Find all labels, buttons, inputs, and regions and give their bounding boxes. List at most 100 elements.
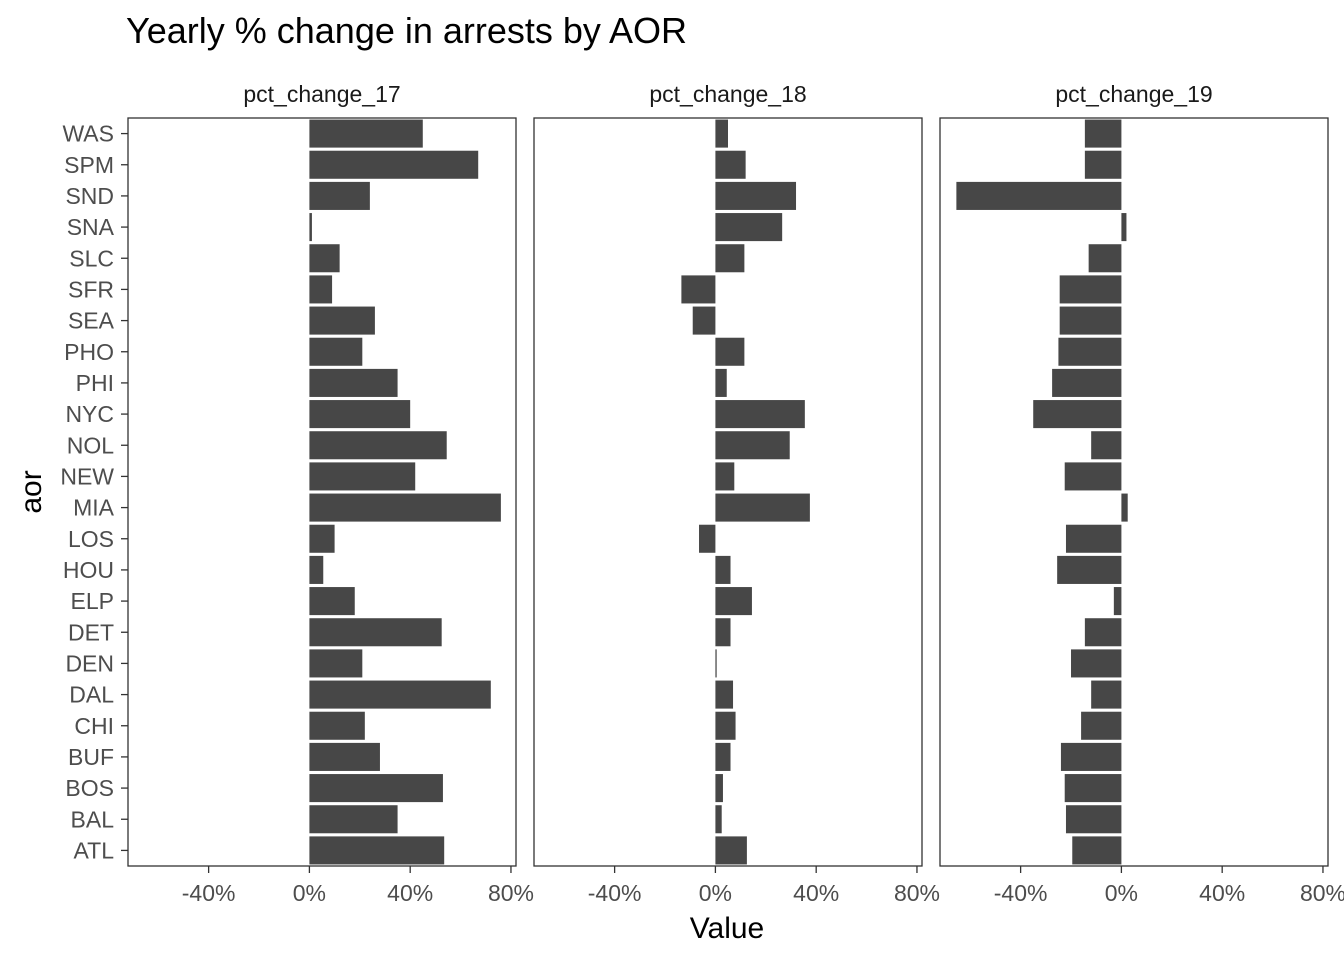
bar bbox=[309, 836, 445, 865]
x-tick-label: -40% bbox=[994, 880, 1048, 906]
bar bbox=[1121, 213, 1127, 242]
y-tick-label: NOL bbox=[67, 432, 115, 458]
y-tick-label: DEN bbox=[65, 650, 114, 676]
bar bbox=[309, 431, 447, 460]
chart-title: Yearly % change in arrests by AOR bbox=[126, 10, 687, 51]
bar bbox=[715, 836, 747, 865]
bar bbox=[309, 181, 370, 210]
bar bbox=[309, 244, 340, 273]
bar bbox=[1081, 711, 1122, 740]
bar bbox=[715, 742, 731, 771]
bar bbox=[681, 275, 716, 304]
bar bbox=[715, 462, 735, 491]
y-tick-label: SFR bbox=[68, 276, 114, 302]
bar bbox=[715, 555, 731, 584]
y-tick-label: BOS bbox=[65, 775, 114, 801]
bar bbox=[715, 213, 783, 242]
y-tick-label: SNA bbox=[67, 214, 115, 240]
bar bbox=[699, 524, 716, 553]
bar bbox=[715, 150, 746, 179]
bar bbox=[309, 462, 416, 491]
facet-label: pct_change_17 bbox=[243, 81, 400, 107]
y-tick-label: WAS bbox=[62, 121, 114, 147]
bar bbox=[309, 587, 355, 616]
x-tick-label: -40% bbox=[588, 880, 642, 906]
bar bbox=[1058, 337, 1122, 366]
y-tick-label: ELP bbox=[71, 588, 114, 614]
bar bbox=[309, 742, 380, 771]
chart-panels: pct_change_17 -40% 0% 40% 80% WAS SPM SND SNA SLC… bbox=[60, 81, 1344, 906]
y-tick-label: PHO bbox=[64, 339, 114, 365]
bar bbox=[715, 805, 722, 834]
bar bbox=[715, 337, 745, 366]
x-tick-label: 40% bbox=[1199, 880, 1245, 906]
x-tick-label: 0% bbox=[1105, 880, 1138, 906]
bar bbox=[309, 119, 423, 148]
bar bbox=[309, 555, 324, 584]
bar bbox=[1059, 306, 1122, 335]
bar bbox=[1113, 587, 1122, 616]
y-tick-label: SEA bbox=[68, 308, 115, 334]
bar bbox=[1064, 774, 1122, 803]
x-tick-label: 0% bbox=[699, 880, 732, 906]
bar bbox=[1065, 524, 1122, 553]
x-tick-label: -40% bbox=[182, 880, 236, 906]
x-tick-label: 40% bbox=[793, 880, 839, 906]
bar bbox=[309, 150, 479, 179]
bar bbox=[1072, 836, 1122, 865]
bar bbox=[692, 306, 716, 335]
bar bbox=[715, 774, 723, 803]
bar bbox=[309, 774, 443, 803]
bar bbox=[309, 680, 491, 709]
bar bbox=[715, 649, 717, 678]
bar bbox=[715, 119, 728, 148]
bar bbox=[1064, 462, 1122, 491]
bar bbox=[309, 805, 398, 834]
bar bbox=[309, 711, 365, 740]
x-axis-label: Value bbox=[690, 912, 765, 945]
bar bbox=[715, 368, 727, 397]
x-tick-label: 80% bbox=[1300, 880, 1344, 906]
bar bbox=[1065, 805, 1122, 834]
y-tick-label: BUF bbox=[68, 744, 114, 770]
facet-label: pct_change_19 bbox=[1055, 81, 1212, 107]
panel-border bbox=[533, 117, 923, 867]
bar bbox=[715, 431, 790, 460]
panel-border bbox=[939, 117, 1329, 867]
bar bbox=[309, 618, 442, 647]
bar bbox=[715, 400, 805, 429]
bar bbox=[309, 368, 398, 397]
x-tick-label: 80% bbox=[488, 880, 534, 906]
y-tick-label: HOU bbox=[63, 557, 114, 583]
y-tick-label: PHI bbox=[76, 370, 114, 396]
bar bbox=[1033, 400, 1122, 429]
bar bbox=[309, 524, 335, 553]
bar bbox=[1060, 742, 1122, 771]
bar bbox=[309, 213, 312, 242]
bar bbox=[1084, 119, 1122, 148]
y-tick-label: ATL bbox=[74, 837, 115, 863]
bar bbox=[715, 587, 752, 616]
bar bbox=[1121, 493, 1128, 522]
x-tick-label: 0% bbox=[293, 880, 326, 906]
panel-border bbox=[127, 117, 517, 867]
y-tick-label: MIA bbox=[73, 495, 115, 521]
x-tick-label: 80% bbox=[894, 880, 940, 906]
facet-label: pct_change_18 bbox=[649, 81, 806, 107]
bar bbox=[1084, 618, 1122, 647]
y-tick-label: DET bbox=[68, 619, 114, 645]
y-tick-label: CHI bbox=[74, 713, 114, 739]
y-axis-label: aor bbox=[15, 470, 48, 513]
bar bbox=[1059, 275, 1122, 304]
bar bbox=[1071, 649, 1122, 678]
y-tick-label: BAL bbox=[71, 806, 115, 832]
bar bbox=[1084, 150, 1122, 179]
bar bbox=[715, 493, 810, 522]
bar bbox=[309, 337, 363, 366]
y-tick-label: SPM bbox=[64, 152, 114, 178]
bar bbox=[309, 649, 363, 678]
y-tick-label: SND bbox=[65, 183, 114, 209]
bar bbox=[715, 618, 731, 647]
bar bbox=[309, 275, 333, 304]
